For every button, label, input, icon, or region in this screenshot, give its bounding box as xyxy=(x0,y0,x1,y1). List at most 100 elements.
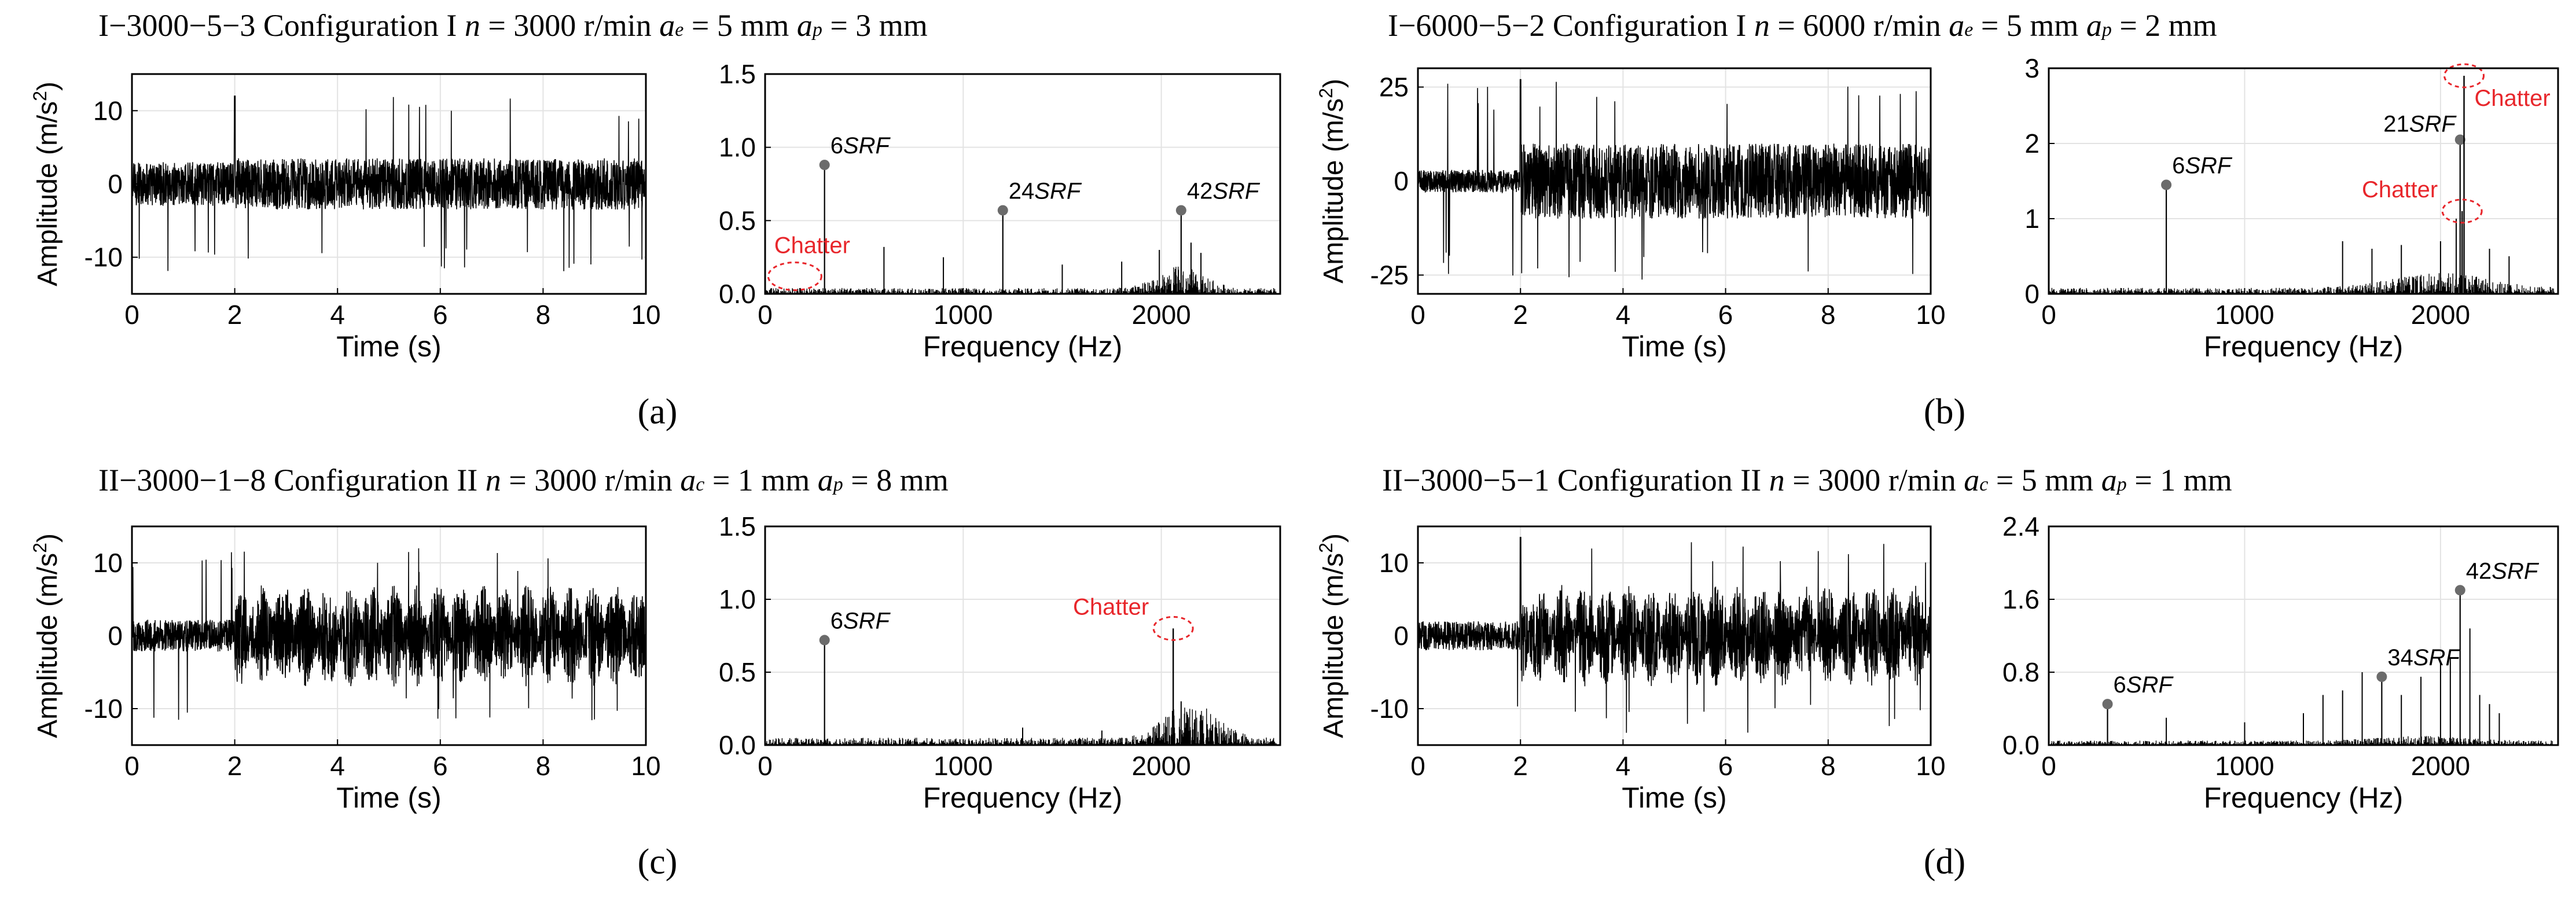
peak-label: 24SRF xyxy=(1009,179,1082,204)
y-tick-label: 3 xyxy=(2024,53,2040,83)
spectrum-trace xyxy=(766,267,1277,294)
y-tick-label: 1.0 xyxy=(719,132,756,163)
peak-marker xyxy=(2102,699,2113,710)
panel-a: I−3000−5−3 Configuration I n = 3000 r/mi… xyxy=(30,8,1281,432)
y-tick-label: 2.4 xyxy=(2002,511,2040,541)
x-axis-label: Time (s) xyxy=(1622,330,1726,363)
panel-tag: (b) xyxy=(1924,392,1965,432)
x-tick-label: 10 xyxy=(1916,300,1945,330)
x-tick-label: 2 xyxy=(227,751,242,781)
y-tick-label: 0.8 xyxy=(2002,657,2040,687)
spectrum-plot-frame xyxy=(2048,67,2559,295)
x-tick-label: 0 xyxy=(758,751,773,781)
y-tick-label: 0 xyxy=(2024,279,2040,309)
y-tick-label: 0.0 xyxy=(2002,730,2040,760)
peak-label: 6SRF xyxy=(2172,153,2233,179)
spectrum-plot: 6SRF 24SRF 42SRF Chatter 0 1000 2000 0.0 0.5 1.0 1… xyxy=(719,59,1281,363)
spectrum-trace xyxy=(2049,736,2555,745)
peak-label: 42SRF xyxy=(1187,179,1261,204)
panel-title: I−3000−5−3 Configuration I n = 3000 r/mi… xyxy=(98,8,928,43)
chatter-ellipse xyxy=(2441,198,2483,224)
panel-title: II−3000−5−1 Configuration II n = 3000 r/… xyxy=(1382,463,2232,497)
time-signal-trace xyxy=(1417,537,1931,733)
x-axis-label: Frequency (Hz) xyxy=(923,782,1123,814)
y-tick-label: -10 xyxy=(84,242,123,272)
time-signal-trace xyxy=(131,95,646,271)
x-tick-label: 6 xyxy=(1718,300,1733,330)
spectrum-plot-frame xyxy=(764,525,1281,746)
x-axis-label: Frequency (Hz) xyxy=(923,330,1123,363)
peak-label: 42SRF xyxy=(2466,558,2540,584)
y-tick-label: -10 xyxy=(1370,694,1409,724)
peak-marker xyxy=(819,160,830,171)
panel-title: I−6000−5−2 Configuration I n = 6000 r/mi… xyxy=(1388,8,2217,43)
x-tick-label: 4 xyxy=(1616,751,1631,781)
chatter-label: Chatter xyxy=(1073,594,1149,620)
peak-label: 6SRF xyxy=(831,609,891,634)
y-tick-label: 2 xyxy=(2024,128,2040,159)
chatter-label: Chatter xyxy=(2475,86,2551,111)
y-tick-label: 25 xyxy=(1379,72,1409,102)
y-tick-label: 0.0 xyxy=(719,279,756,309)
x-tick-label: 10 xyxy=(1916,751,1945,781)
y-tick-label: 0.0 xyxy=(719,730,756,760)
x-tick-label: 0 xyxy=(1410,300,1425,330)
chatter-label: Chatter xyxy=(2362,177,2438,202)
x-axis-label: Frequency (Hz) xyxy=(2204,330,2404,363)
peak-label: 34SRF xyxy=(2387,645,2461,670)
y-tick-label: 1.6 xyxy=(2002,584,2040,614)
peak-marker xyxy=(997,205,1008,216)
chatter-label: Chatter xyxy=(774,233,850,259)
y-tick-label: 10 xyxy=(93,548,123,578)
y-tick-label: 1.5 xyxy=(719,511,756,541)
y-axis-label: Amplitude (m/s2) xyxy=(1315,79,1349,283)
peak-marker xyxy=(1175,205,1186,216)
spectrum-plot: 6SRF Chatter 0 1000 2000 0.0 0.5 1.0 1.5 Frequenc… xyxy=(719,511,1281,814)
x-tick-label: 0 xyxy=(2041,300,2056,330)
y-tick-label: 1.5 xyxy=(719,59,756,89)
x-tick-label: 2 xyxy=(227,300,242,330)
x-axis-label: Time (s) xyxy=(336,782,441,814)
spectrum-plot-frame xyxy=(764,73,1281,295)
y-axis-label: Amplitude (m/s2) xyxy=(30,533,63,738)
x-tick-label: 10 xyxy=(631,300,660,330)
x-tick-label: 10 xyxy=(631,751,660,781)
peak-marker xyxy=(2376,671,2387,682)
y-tick-label: 0 xyxy=(1394,166,1409,196)
time-signal-trace xyxy=(131,548,646,721)
time-signal-trace xyxy=(1417,79,1931,280)
x-tick-label: 0 xyxy=(124,300,139,330)
panel-tag: (d) xyxy=(1924,842,1965,882)
x-tick-label: 0 xyxy=(1410,751,1425,781)
y-tick-label: 1 xyxy=(2024,204,2040,234)
x-axis-label: Time (s) xyxy=(1622,782,1726,814)
y-tick-label: 10 xyxy=(1379,548,1409,578)
x-tick-label: 2000 xyxy=(2411,751,2470,781)
y-tick-label: 0 xyxy=(108,169,123,199)
panel-d: II−3000−5−1 Configuration II n = 3000 r/… xyxy=(1315,463,2559,882)
peak-label: 6SRF xyxy=(2114,672,2174,698)
x-axis-label: Time (s) xyxy=(336,330,441,363)
peak-marker xyxy=(2161,179,2172,190)
spectrum-plot: 6SRF 34SRF 42SRF 0 1000 2000 0.0 0.8 1.6 2.4 Frequ… xyxy=(2002,511,2559,814)
x-tick-label: 1000 xyxy=(934,300,993,330)
peak-marker xyxy=(2454,134,2465,145)
panel-tag: (a) xyxy=(638,392,678,432)
y-tick-label: 0 xyxy=(108,621,123,651)
x-tick-label: 0 xyxy=(2041,751,2056,781)
y-tick-label: 0.5 xyxy=(719,205,756,235)
x-tick-label: 2000 xyxy=(2411,300,2470,330)
y-tick-label: 1.0 xyxy=(719,584,756,614)
x-tick-label: 2 xyxy=(1513,751,1528,781)
x-axis-label: Frequency (Hz) xyxy=(2204,782,2404,814)
y-axis-label: Amplitude (m/s2) xyxy=(30,82,63,286)
chatter-ellipse xyxy=(1152,615,1194,641)
x-tick-label: 8 xyxy=(536,300,551,330)
y-tick-label: 0 xyxy=(1394,621,1409,651)
y-axis-label: Amplitude (m/s2) xyxy=(1315,533,1349,738)
peak-label: 21SRF xyxy=(2383,112,2457,137)
x-tick-label: 2000 xyxy=(1131,751,1190,781)
x-tick-label: 6 xyxy=(1718,751,1733,781)
